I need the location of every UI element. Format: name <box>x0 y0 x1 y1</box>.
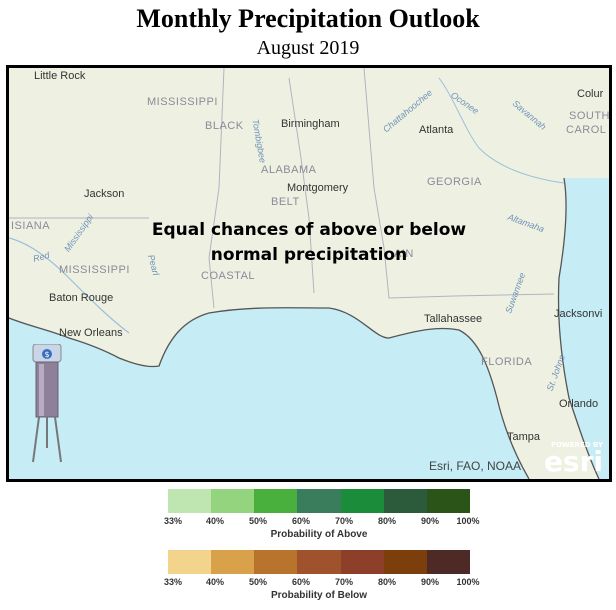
legend-swatch <box>168 489 212 513</box>
legend-swatch <box>168 550 212 574</box>
legend-swatch <box>340 489 384 513</box>
city-label: New Orleans <box>59 327 123 339</box>
legend-swatch <box>426 489 470 513</box>
state-label: SOUTH <box>569 110 610 122</box>
tick-label: 60% <box>291 577 311 587</box>
tick-label: 90% <box>420 577 440 587</box>
tick-label: 40% <box>205 577 225 587</box>
esri-logo: POWERED BY esri <box>543 441 603 478</box>
region-label: AIN <box>394 248 414 260</box>
city-label: Jackson <box>84 188 125 200</box>
city-label: Jacksonvi <box>554 308 603 320</box>
forecast-message-line2: normal precipitation <box>210 245 408 265</box>
esri-logo-powered: POWERED BY <box>550 441 603 449</box>
legend-above-caption: Probability of Above <box>270 529 368 540</box>
map-frame[interactable]: Little Rock MISSISSIPPI Birmingham Atlan… <box>6 65 612 482</box>
tick-label: 70% <box>334 516 354 526</box>
legend-swatch <box>211 550 255 574</box>
city-label: Tampa <box>507 431 541 443</box>
legend-swatch <box>297 489 341 513</box>
tick-label: 40% <box>205 516 225 526</box>
legend-swatch <box>426 550 470 574</box>
state-label: ISIANA <box>11 220 51 232</box>
tick-label: 80% <box>377 577 397 587</box>
tick-label: 60% <box>291 516 311 526</box>
city-label: Baton Rouge <box>49 292 114 304</box>
region-label: BELT <box>271 196 300 208</box>
tick-label: 70% <box>334 577 354 587</box>
tick-label: 33% <box>163 516 183 526</box>
city-label: Little Rock <box>34 70 86 82</box>
tick-label: 80% <box>377 516 397 526</box>
city-label: Tallahassee <box>424 313 483 325</box>
city-label: Birmingham <box>281 118 340 130</box>
state-label: GEORGIA <box>427 176 482 188</box>
legend-above-swatches <box>168 489 470 513</box>
legend-swatch <box>383 489 427 513</box>
legend-swatch <box>254 550 298 574</box>
region-label: BLACK <box>205 120 244 132</box>
state-label: ALABAMA <box>261 164 317 176</box>
state-label: FLORIDA <box>481 356 533 368</box>
legend-swatch <box>383 550 427 574</box>
legend-swatch <box>211 489 255 513</box>
legend-swatch <box>254 489 298 513</box>
esri-logo-word: esri <box>543 445 603 478</box>
tick-label: 100% <box>456 577 480 587</box>
tick-label: 50% <box>248 577 268 587</box>
city-label: Atlanta <box>419 124 454 136</box>
legend-swatch <box>340 550 384 574</box>
tick-label: 33% <box>163 577 183 587</box>
region-label: COASTAL <box>201 270 256 282</box>
legend-below-caption: Probability of Below <box>270 590 368 601</box>
legend-swatch <box>297 550 341 574</box>
gauge-symbol: $ <box>44 350 49 359</box>
map-attribution: Esri, FAO, NOAA <box>428 459 521 473</box>
tick-label: 50% <box>248 516 268 526</box>
city-label: Orlando <box>559 398 599 410</box>
page-title: Monthly Precipitation Outlook <box>136 4 480 33</box>
city-label: Colur <box>577 88 604 100</box>
state-label: MISSISSIPPI <box>59 264 130 276</box>
page-subtitle: August 2019 <box>256 37 360 59</box>
city-label: Montgomery <box>287 182 349 194</box>
forecast-message: Equal chances of above or below normal p… <box>129 218 489 268</box>
tick-label: 100% <box>456 516 480 526</box>
basemap <box>9 68 609 479</box>
forecast-message-line1: Equal chances of above or below <box>151 220 467 240</box>
tick-label: 90% <box>420 516 440 526</box>
legend-below-swatches <box>168 550 470 574</box>
state-label: CAROL <box>566 124 607 136</box>
state-label: MISSISSIPPI <box>147 96 218 108</box>
